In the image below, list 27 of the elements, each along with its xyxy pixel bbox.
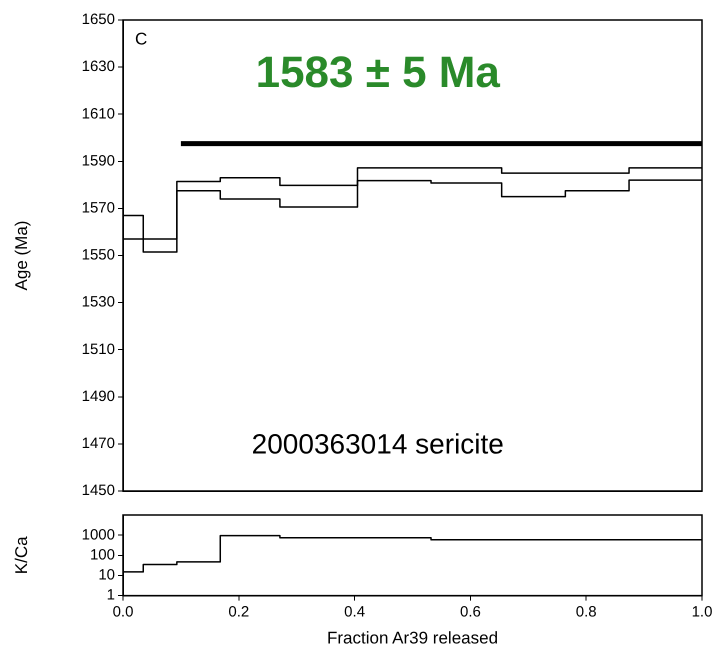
x-axis-title: Fraction Ar39 released	[326, 628, 498, 648]
y-tick-label: 100	[90, 546, 115, 564]
y-tick-label: 1000	[82, 526, 115, 544]
y-tick-label: 1510	[82, 340, 115, 358]
y-axis-title: K/Ca	[12, 536, 31, 574]
y-tick-label: 1530	[82, 294, 115, 311]
annotation: 1583 ± 5 Ma	[256, 48, 500, 98]
y-tick-label: 1650	[82, 11, 115, 28]
y-tick-label: 1550	[82, 246, 115, 264]
y-axis-title: Age (Ma)	[12, 220, 31, 290]
x-tick-label: 0.6	[460, 604, 481, 621]
annotation: C	[135, 30, 148, 49]
y-tick-label: 1470	[82, 435, 115, 452]
y-tick-label: 1590	[82, 152, 115, 170]
x-tick-label: 0.2	[228, 604, 250, 621]
y-tick-label: 1570	[82, 200, 115, 217]
annotation: 2000363014 sericite	[252, 428, 504, 460]
x-tick-label: 0.8	[576, 604, 597, 621]
y-tick-label: 10	[98, 566, 115, 584]
y-tick-label: 1490	[82, 388, 115, 405]
y-tick-label: 1610	[82, 105, 115, 122]
y-tick-label: 1450	[82, 482, 115, 500]
y-tick-label: 1630	[82, 58, 115, 76]
y-tick-label: 1	[106, 586, 115, 604]
x-tick-label: 1.0	[692, 604, 712, 621]
x-tick-label: 0.0	[112, 604, 134, 621]
x-tick-label: 0.4	[344, 604, 366, 621]
